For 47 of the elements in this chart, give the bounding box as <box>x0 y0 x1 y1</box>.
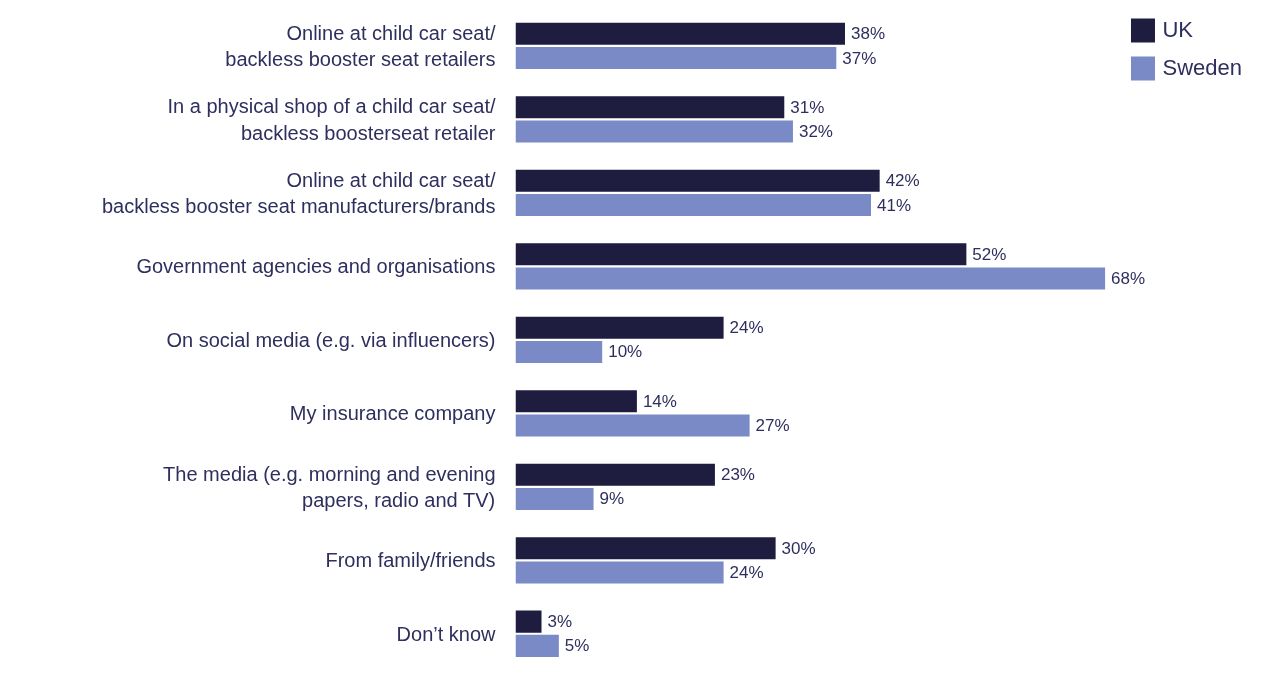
bar <box>515 193 871 217</box>
y-tick-label: The media (e.g. morning and evening papers, radio and TV) <box>163 462 496 511</box>
bar <box>515 463 715 486</box>
bar <box>515 610 542 633</box>
data-label: 31% <box>790 97 825 117</box>
legend-label: Sweden <box>1162 55 1242 81</box>
data-label: 42% <box>885 171 920 191</box>
y-tick-label: My insurance company <box>289 402 496 425</box>
data-label: 9% <box>599 489 625 509</box>
bar <box>515 537 776 560</box>
data-label: 24% <box>729 318 764 338</box>
data-label: 23% <box>720 465 755 485</box>
bar <box>515 47 837 70</box>
bar <box>515 487 594 510</box>
y-tick-label: Government agencies and organisations <box>136 255 496 278</box>
data-label: 27% <box>755 415 790 435</box>
data-label: 10% <box>608 342 643 362</box>
y-tick-label: In a physical shop of a child car seat/ backless boosterseat retailer <box>167 95 496 144</box>
y-tick-label: Online at child car seat/ backless booster seat manufacturers/brands <box>101 168 496 218</box>
bar <box>515 22 845 45</box>
data-label: 3% <box>547 612 573 632</box>
data-label: 32% <box>798 122 833 142</box>
bar <box>515 414 750 437</box>
bar <box>515 316 724 339</box>
y-tick-label: Don’t know <box>396 622 497 645</box>
data-label: 37% <box>842 48 877 68</box>
data-label: 41% <box>876 195 912 215</box>
bar <box>515 390 637 413</box>
data-label: 68% <box>1111 268 1146 288</box>
bar <box>515 340 603 363</box>
data-label: 5% <box>564 636 590 656</box>
data-label: 52% <box>972 244 1007 264</box>
y-tick-label: Online at child car seat/ backless booster seat retailers <box>225 21 496 71</box>
data-label: 30% <box>781 538 816 558</box>
bar <box>515 634 559 657</box>
bar <box>515 169 880 192</box>
y-tick-label: On social media (e.g. via influencers) <box>166 328 496 351</box>
data-label: 38% <box>850 24 886 44</box>
bar <box>515 96 785 119</box>
bar <box>515 243 967 266</box>
bar <box>515 561 724 584</box>
data-label: 14% <box>642 391 677 411</box>
data-label: 24% <box>729 562 764 582</box>
bar <box>515 120 793 143</box>
y-tick-label: From family/friends <box>325 549 496 572</box>
bar <box>515 267 1106 290</box>
legend-label: UK <box>1162 17 1194 43</box>
